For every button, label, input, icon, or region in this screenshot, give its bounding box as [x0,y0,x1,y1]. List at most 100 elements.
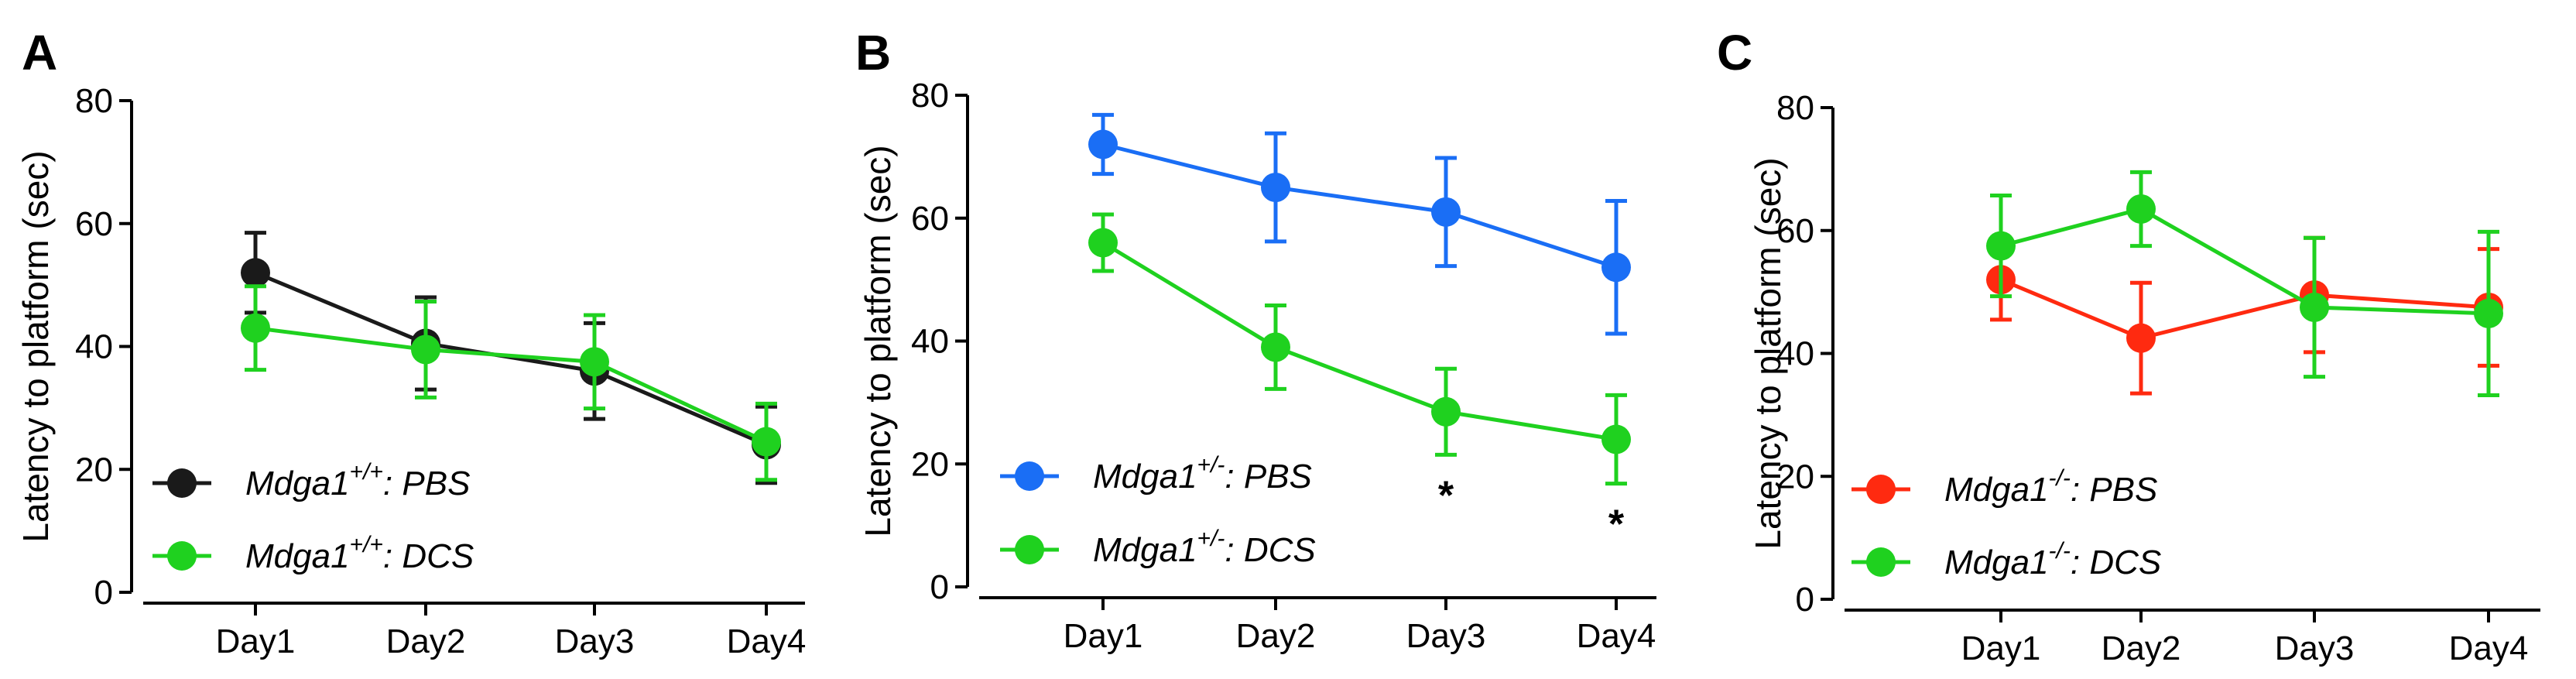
series-line [1101,241,1617,441]
y-tick-label: 80 [911,77,949,115]
x-tick-label: Day4 [2449,629,2529,667]
legend-entry: Mdga1+/+: DCS [152,532,474,575]
chart-panel-b: B 0 20 40 60 80 Day1 Day2 Day3 Day4 Latency to pla… [855,25,1656,655]
x-tick-label: Day3 [2275,629,2355,667]
x-tick-label: Day3 [555,622,635,660]
legend-entry: Mdga1+/-: PBS [1000,452,1312,496]
data-point [752,427,781,457]
legend-marker [1015,461,1044,491]
x-tick-label: Day2 [1236,617,1316,655]
x-tick-label: Day4 [1577,617,1656,655]
data-point [2126,323,2156,353]
significance-star: * [1438,473,1454,518]
legend-label-name: Mdga1 [1093,458,1197,496]
legend-label-name: Mdga1 [245,465,350,502]
y-tick-label: 80 [75,82,113,120]
series-black [241,231,781,485]
legend-label-suffix: : DCS [2071,544,2161,581]
y-tick-label: 60 [1776,212,1814,250]
legend-label-suffix: : PBS [1225,458,1312,496]
y-tick-label: 40 [75,328,113,366]
y-tick-label: 20 [1776,458,1814,496]
significance-star: * [1608,502,1625,547]
panel-label: C [1717,25,1752,81]
legend-label: Mdga1+/+: PBS [245,459,470,502]
y-tick-label: 80 [1776,89,1814,127]
legend-entry: Mdga1+/+: PBS [152,459,470,502]
x-tick-label: Day1 [1961,629,2041,667]
x-tick-label: Day1 [1064,617,1143,655]
panel-label: A [22,25,57,81]
series-line [1102,142,1617,269]
y-tick-label: 20 [911,445,949,483]
legend-label-suffix: : PBS [383,465,471,502]
legend-label-superscript: +/- [1197,452,1225,478]
legend-label-superscript: -/- [2049,538,2071,564]
y-tick-label: 60 [75,205,113,243]
legend-label-suffix: : PBS [2071,471,2158,509]
data-point [1431,396,1461,427]
data-point [2474,298,2503,328]
data-point [1261,332,1290,362]
y-tick-label: 0 [94,574,113,612]
legend-label-superscript: +/+ [350,459,383,485]
y-tick-label: 40 [1776,335,1814,373]
data-point [1601,252,1631,283]
chart-panel-c: C 0 20 40 60 80 Day1 Day2 Day3 Day4 Latency to pla… [1717,25,2540,667]
data-point [1431,197,1461,227]
x-tick-label: Day1 [216,622,296,660]
data-point [1088,228,1118,258]
series-green [241,284,781,482]
data-point [241,313,270,343]
data-point [2126,194,2156,224]
legend-marker [1866,475,1896,504]
y-tick-label: 40 [911,323,949,361]
y-tick-label: 0 [930,568,949,606]
legend-label-superscript: +/+ [350,532,383,557]
data-point [1088,129,1118,159]
x-tick-label: Day2 [2102,629,2181,667]
legend-entry: Mdga1-/-: PBS [1852,465,2157,509]
x-tick-label: Day3 [1406,617,1486,655]
data-point [411,334,440,365]
legend-label-name: Mdga1 [1093,531,1197,569]
data-point [580,347,609,377]
y-axis-title: Latency to platform (sec) [858,145,898,537]
y-tick-label: 20 [75,451,113,489]
series-line [2000,277,2489,341]
x-tick-label: Day2 [386,622,466,660]
panel-label: B [855,25,891,81]
data-point [1261,173,1290,203]
legend-marker [167,541,197,571]
x-tick-label: Day4 [727,622,807,660]
series-green [1088,212,1631,486]
data-point [2300,292,2329,322]
legend-label-superscript: -/- [2049,465,2071,491]
legend-label: Mdga1+/-: DCS [1093,526,1316,569]
series-line [255,326,768,444]
series-line [2000,207,2489,316]
y-tick-label: 60 [911,200,949,238]
legend-marker [1015,535,1044,564]
data-point [1601,424,1631,454]
legend-label: Mdga1+/-: PBS [1093,452,1312,496]
chart-panel-a: A 0 20 40 60 80 Day1 Day2 Day3 Day4 Latency to pla… [15,25,806,660]
legend-entry: Mdga1-/-: DCS [1852,538,2161,581]
legend-label-suffix: : DCS [1225,531,1315,569]
legend-label: Mdga1-/-: PBS [1944,465,2157,509]
legend-label-name: Mdga1 [1944,544,2049,581]
y-tick-label: 0 [1796,581,1814,619]
series-blue [1088,112,1631,336]
legend-label-suffix: : DCS [383,537,474,575]
y-axis-title: Latency to platform (sec) [15,150,56,542]
legend-label-name: Mdga1 [1944,471,2049,509]
legend-label-name: Mdga1 [245,537,350,575]
series-green [1986,170,2503,397]
legend-entry: Mdga1+/-: DCS [1000,526,1316,569]
y-axis-title: Latency to platform (sec) [1748,157,1788,549]
legend-label-superscript: +/- [1197,526,1225,551]
series-line [255,270,767,447]
data-point [1986,231,2016,261]
legend-marker [167,468,197,498]
data-point [241,258,270,288]
